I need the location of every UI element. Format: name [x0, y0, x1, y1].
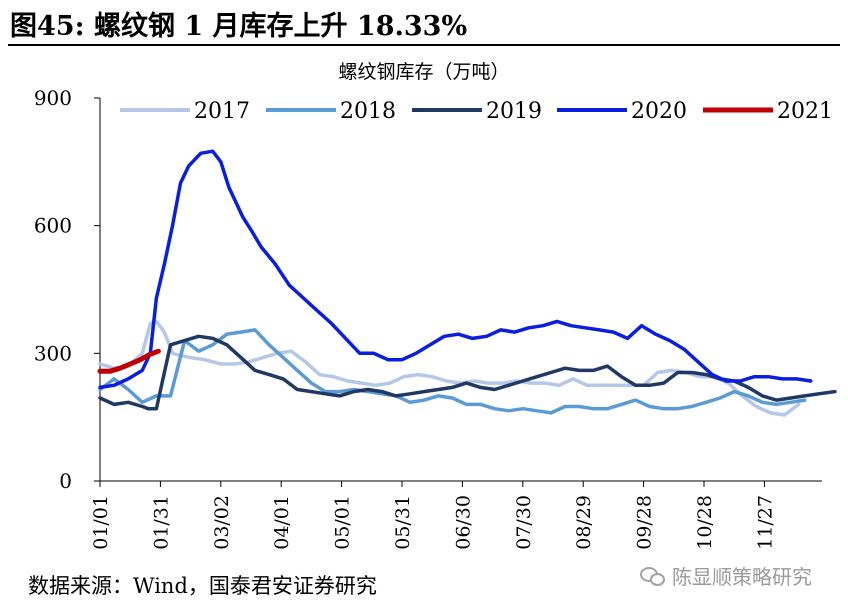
- y-tick-label-300: 300: [34, 341, 72, 365]
- title-rule: [8, 44, 840, 46]
- legend-label-2018: 2018: [340, 99, 396, 124]
- x-tick-label-11-27: 11/27: [754, 495, 776, 550]
- x-tick-label-05-31: 05/31: [392, 495, 414, 550]
- x-tick-label-07-30: 07/30: [513, 495, 535, 550]
- series-line-2017: [98, 319, 801, 417]
- wechat-icon: [640, 566, 666, 586]
- legend-label-2017: 2017: [194, 99, 250, 124]
- series-line-2021: [97, 348, 161, 374]
- x-tick-label-05-01: 05/01: [332, 495, 354, 550]
- x-tick-label-10-28: 10/28: [694, 495, 716, 550]
- x-tick-label-06-30: 06/30: [452, 495, 474, 550]
- y-tick-label-600: 600: [34, 214, 72, 238]
- legend-label-2019: 2019: [486, 99, 542, 124]
- series-line-2018: [98, 328, 807, 415]
- series-line-2020: [98, 149, 813, 390]
- x-tick-label-01-01: 01/01: [90, 495, 112, 550]
- x-tick-label-01-31: 01/31: [150, 495, 172, 550]
- x-tick-label-08-29: 08/29: [573, 495, 595, 550]
- x-tick-label-03-02: 03/02: [211, 495, 233, 550]
- y-tick-label-0: 0: [59, 469, 72, 493]
- watermark-text: 陈显顺策略研究: [672, 565, 812, 589]
- legend-label-2020: 2020: [631, 99, 687, 124]
- chart-title: 螺纹钢库存（万吨）: [338, 61, 510, 83]
- y-tick-label-900: 900: [34, 86, 72, 110]
- x-tick-label-04-01: 04/01: [271, 495, 293, 550]
- figure-title: 图45: 螺纹钢 1 月库存上升 18.33%: [10, 11, 468, 42]
- legend-label-2021: 2021: [777, 99, 833, 124]
- series-line-2019: [98, 334, 837, 411]
- watermark: 陈显顺策略研究: [640, 561, 812, 590]
- x-tick-label-09-28: 09/28: [634, 495, 656, 550]
- source-note: 数据来源：Wind，国泰君安证券研究: [28, 574, 377, 598]
